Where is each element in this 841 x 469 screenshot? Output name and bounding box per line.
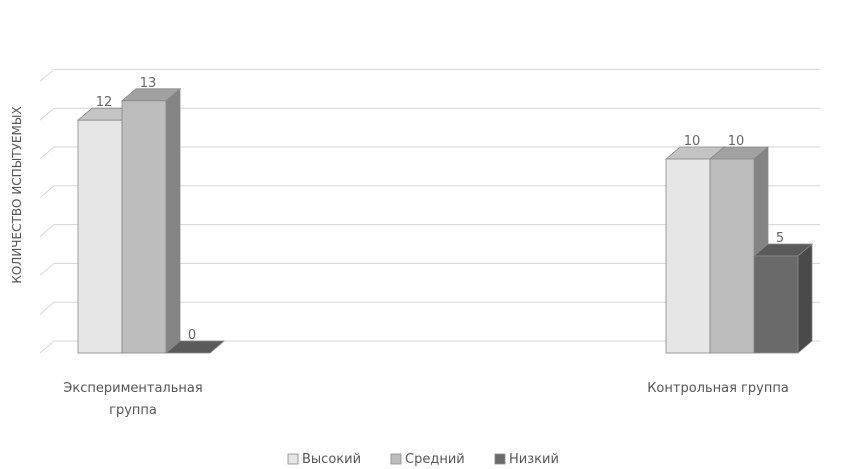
legend-item-label: Средний: [405, 452, 465, 467]
gridline-wall: [39, 224, 55, 237]
data-label: 12: [96, 95, 113, 110]
category-label: группа: [109, 403, 157, 418]
bar-side: [797, 243, 813, 354]
data-label: 10: [728, 134, 745, 149]
category-label: Контрольная группа: [647, 381, 789, 396]
y-axis-label: КОЛИЧЕСТВО ИСПЫТУЕМЫХ: [10, 106, 24, 283]
legend-item-label: Низкий: [509, 452, 559, 467]
bar-front: [121, 100, 167, 354]
data-label: 10: [684, 134, 701, 149]
gridline-wall: [39, 301, 55, 315]
gridline-wall: [39, 107, 55, 121]
bar: 13: [120, 76, 182, 354]
legend: Высокий Средний Низкий: [287, 452, 559, 467]
gridline-wall: [39, 69, 55, 82]
gridline-wall: [39, 263, 55, 276]
bar: 5: [752, 231, 814, 354]
data-label: 13: [140, 76, 157, 91]
bar-groups: 12 13 0 10 10 5: [76, 76, 814, 354]
legend-item-label: Высокий: [302, 452, 361, 467]
bar: 0: [164, 328, 226, 354]
gridline-wall: [39, 146, 55, 160]
bar-front: [753, 255, 799, 354]
bar-front: [665, 158, 711, 354]
category-labels: Экспериментальная группа Контрольная групп…: [63, 381, 788, 418]
bar-side: [165, 87, 181, 354]
bar-front: [709, 158, 755, 354]
data-label: 5: [776, 231, 784, 246]
data-label: 0: [188, 328, 196, 343]
legend-swatch: [287, 453, 299, 465]
bar-front: [77, 119, 123, 354]
legend-swatch: [494, 453, 506, 465]
gridline-wall: [39, 340, 55, 354]
bar-top: [164, 340, 226, 354]
gridline-wall: [39, 185, 55, 199]
category-label: Экспериментальная: [63, 381, 202, 396]
legend-swatch: [390, 453, 402, 465]
